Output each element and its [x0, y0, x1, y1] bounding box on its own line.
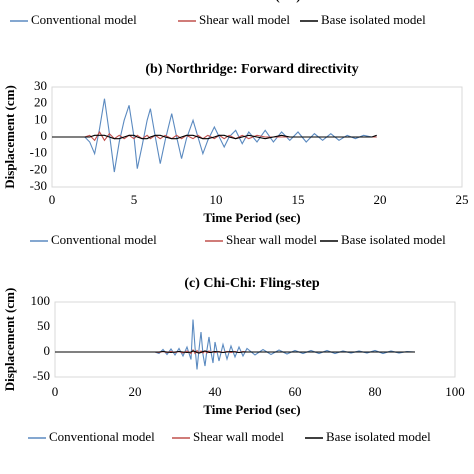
y-tick-label: -20 [30, 161, 47, 176]
y-tick-label: 0 [41, 128, 48, 143]
legend-label: Shear wall model [199, 12, 290, 27]
x-tick-label: 10 [210, 192, 223, 207]
y-tick-label: 30 [34, 78, 47, 93]
legend-label: Base isolated model [341, 232, 446, 247]
legend-label: Conventional model [49, 429, 155, 444]
legend-label: Conventional model [31, 12, 137, 27]
x-tick-label: 60 [289, 384, 302, 399]
x-axis-label: Time Period (sec) [203, 0, 300, 3]
x-tick-label: 15 [292, 192, 305, 207]
legend-label: Conventional model [51, 232, 157, 247]
chart-title: (b) Northridge: Forward directivity [145, 62, 358, 77]
x-tick-label: 20 [374, 192, 387, 207]
plot-frame [54, 301, 456, 378]
x-tick-label: 20 [129, 384, 142, 399]
x-tick-label: 0 [52, 384, 59, 399]
legend-label: Base isolated model [321, 12, 426, 27]
y-axis-label: Displacement (cm) [2, 288, 17, 392]
x-tick-label: 25 [456, 192, 469, 207]
y-tick-label: 10 [34, 111, 47, 126]
x-tick-label: 0 [49, 192, 56, 207]
x-axis-label: Time Period (sec) [203, 402, 300, 417]
legend-label: Shear wall model [193, 429, 284, 444]
y-tick-label: 20 [34, 95, 47, 110]
series-line [52, 134, 377, 140]
y-tick-label: -30 [30, 178, 47, 193]
y-tick-label: -50 [33, 368, 50, 383]
y-tick-label: -10 [30, 145, 47, 160]
series-line [55, 350, 415, 354]
series-line [55, 319, 416, 370]
y-tick-label: 100 [31, 293, 51, 308]
legend-label: Base isolated model [326, 429, 431, 444]
x-tick-label: 100 [445, 384, 465, 399]
y-axis-label: Displacement (cm) [2, 85, 17, 189]
x-tick-label: 5 [131, 192, 138, 207]
x-tick-label: 80 [369, 384, 382, 399]
legend-label: Shear wall model [226, 232, 317, 247]
x-axis-label: Time Period (sec) [203, 210, 300, 225]
y-tick-label: 50 [37, 318, 50, 333]
chart-title: (c) Chi-Chi: Fling-step [184, 276, 320, 291]
y-tick-label: 0 [44, 343, 51, 358]
x-tick-label: 40 [209, 384, 222, 399]
